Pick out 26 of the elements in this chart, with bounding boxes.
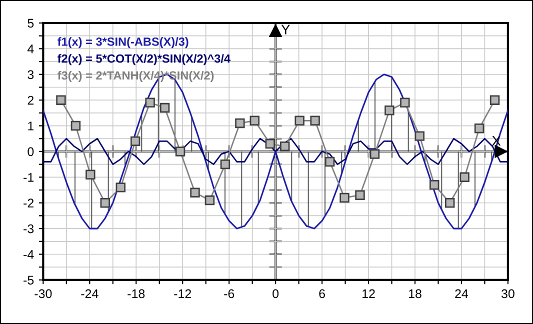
y-tick-label: -1 [24,173,34,182]
x-tick-label: -6 [224,289,234,298]
y-tick-label: -2 [24,198,34,208]
y-tick-label: 1 [28,122,34,130]
y-tick-label: 0 [28,147,34,156]
y-tick-label: 5 [28,18,34,28]
y-tick-label: -5 [24,276,34,285]
x-tick-label: 24 [455,289,468,298]
x-tick-label: 0 [272,289,279,298]
x-tick-label: -18 [128,289,145,298]
x-tick-label: 6 [319,289,325,298]
y-tick-label: -3 [24,224,34,234]
text: f1(x) = 3*SIN(-ABS(X)/3) [58,37,188,48]
x-tick-label: -30 [34,289,52,298]
x-tick-label: 12 [362,289,375,298]
y-tick-label: 3 [28,70,34,80]
x-tick-label: -12 [174,289,192,298]
text: f2(x) = 5*COT(X/2)*SIN(X/2)^3/4 [58,54,230,66]
x-tick-label: -24 [81,289,98,298]
x-tick-label: 18 [408,289,422,298]
y-tick-label: -4 [24,250,34,259]
x-tick-label: 30 [501,289,514,298]
y-axis-title: Y [281,24,290,34]
y-tick-label: 2 [28,96,34,105]
line-series [43,138,508,166]
y-tick-label: 4 [27,44,34,54]
